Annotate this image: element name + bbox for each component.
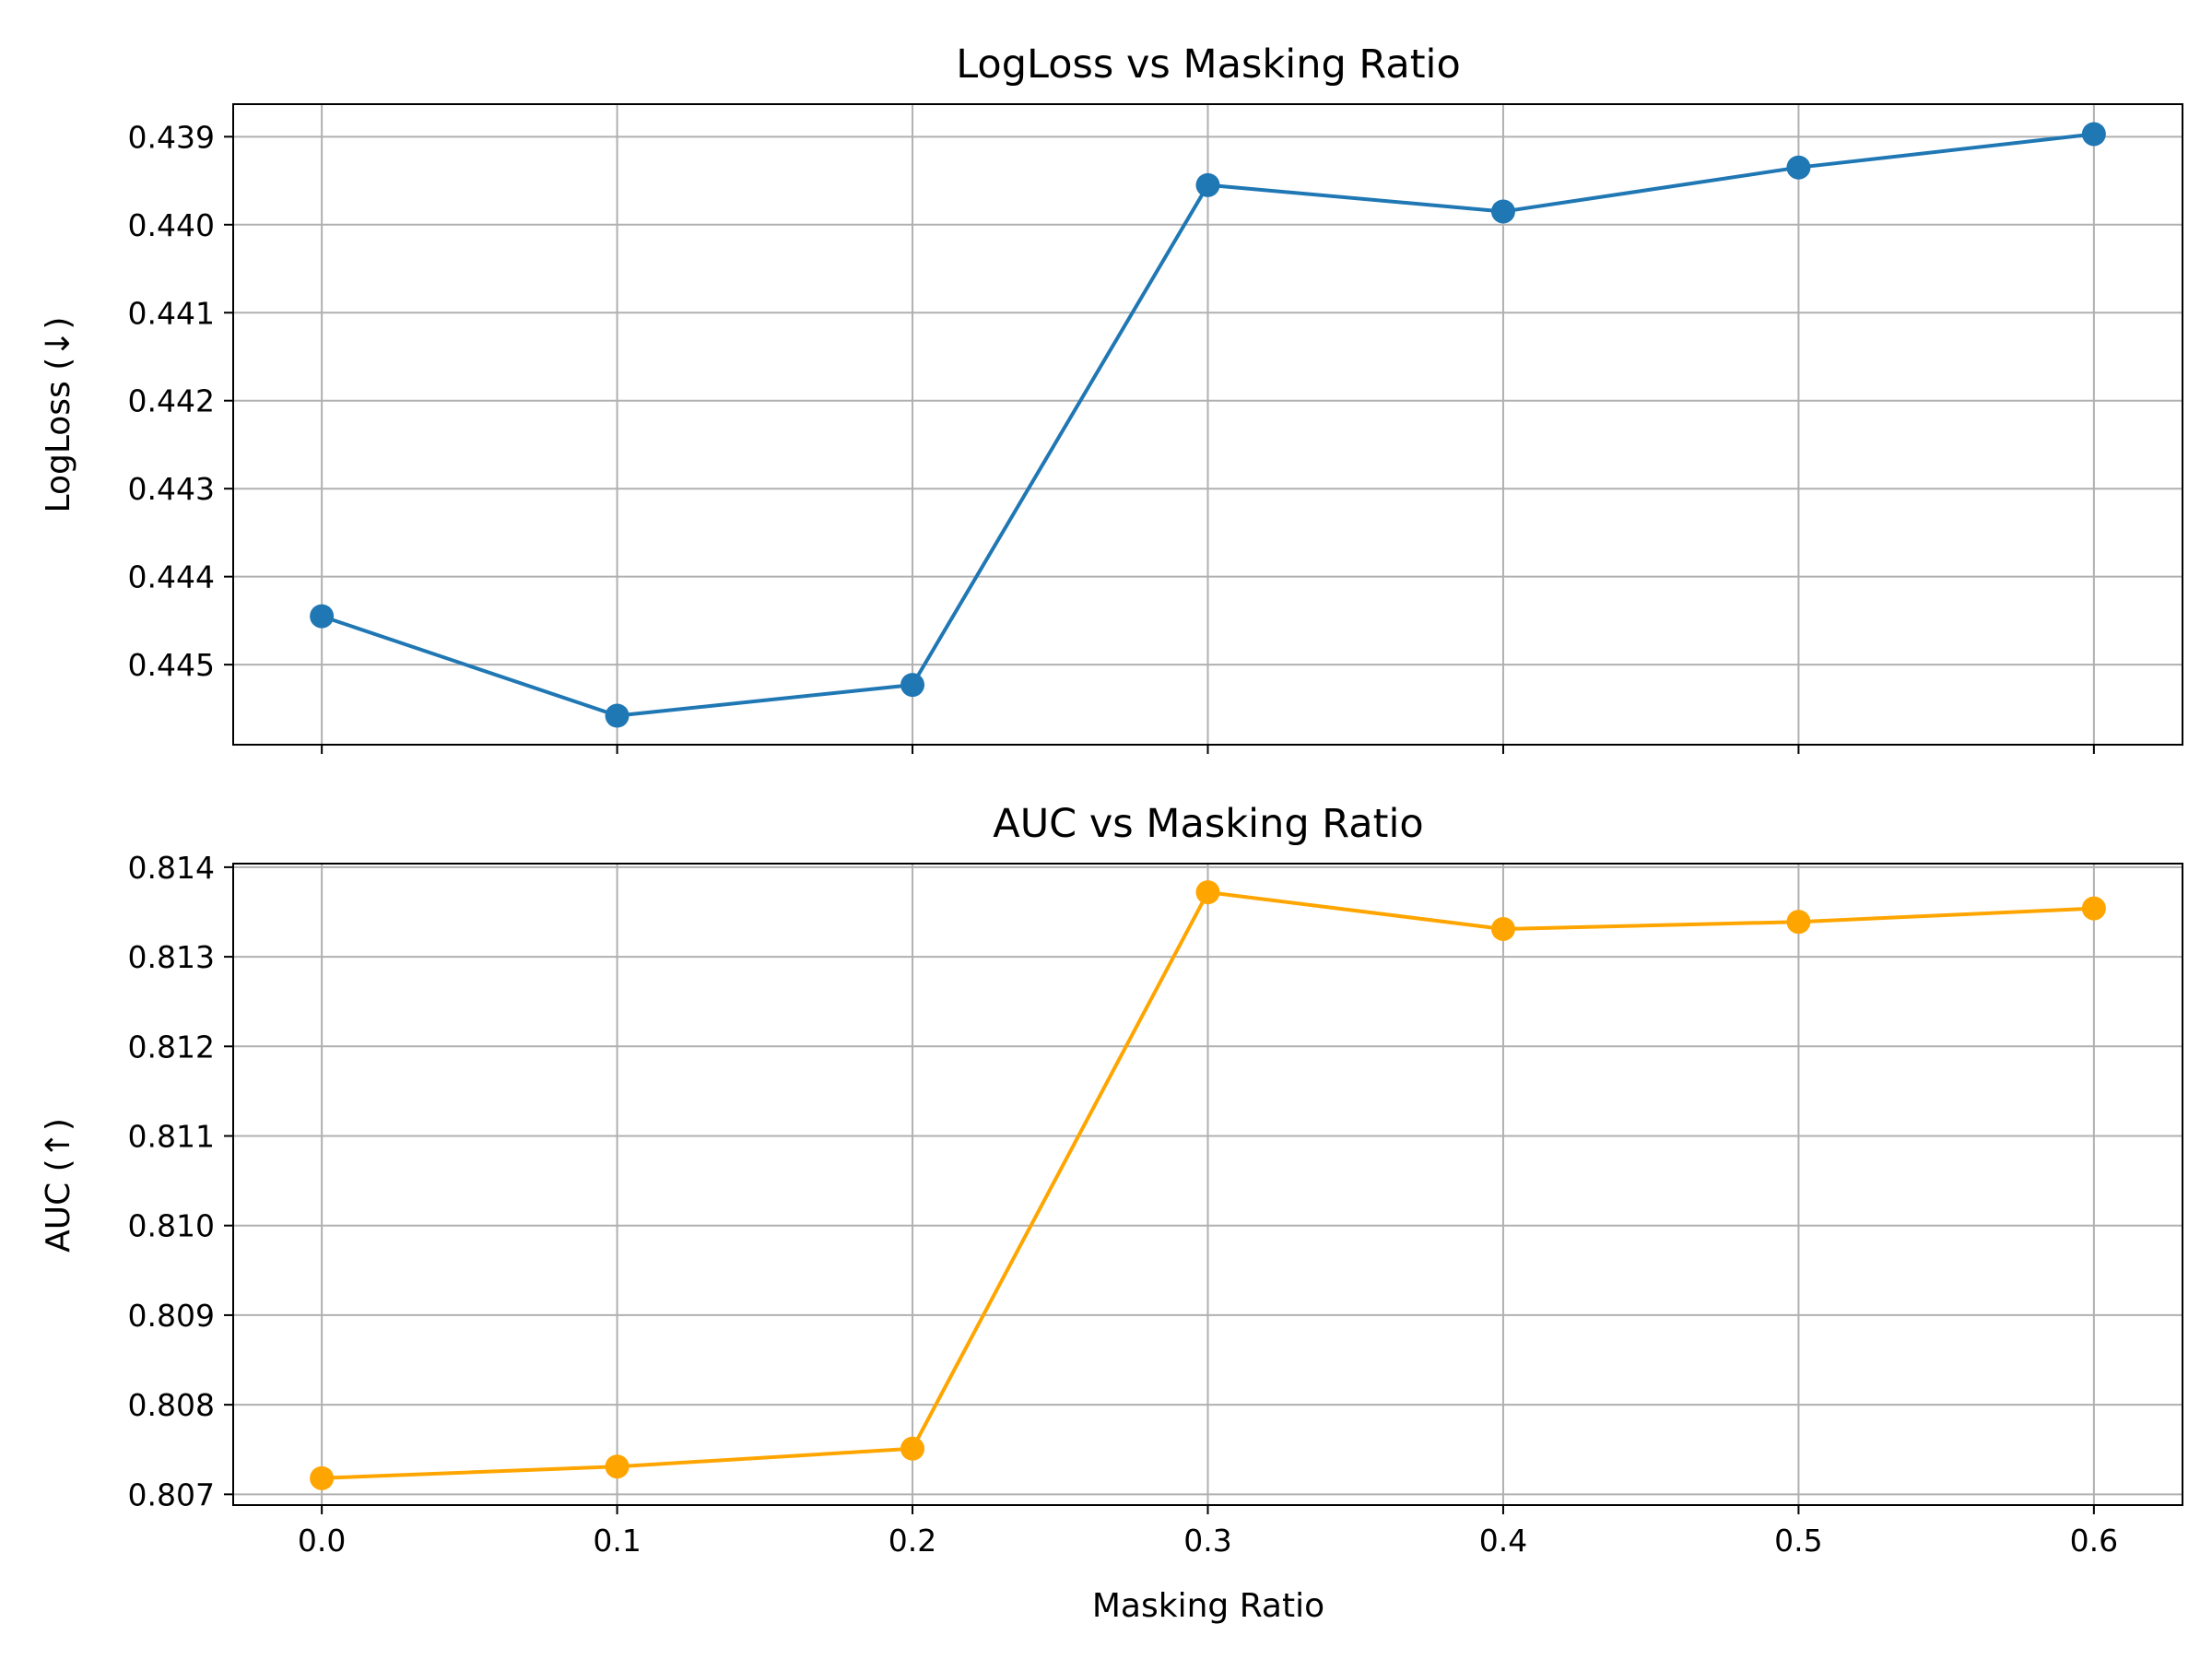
auc-x-tick-label: 0.6 bbox=[2070, 1523, 2118, 1559]
logloss-ticks: 0.439 0.440 0.441 0.442 0.443 0.444 0.445 bbox=[128, 119, 2095, 754]
auc-chart-title: AUC vs Masking Ratio bbox=[993, 801, 1423, 847]
logloss-y-tick-label: 0.439 bbox=[128, 119, 215, 155]
logloss-data-point bbox=[605, 703, 629, 728]
logloss-y-tick-label: 0.440 bbox=[128, 207, 215, 243]
logloss-data-point bbox=[2081, 122, 2106, 147]
logloss-y-tick-label: 0.445 bbox=[128, 647, 215, 683]
logloss-data-point bbox=[1490, 199, 1515, 224]
auc-subplot: AUC vs Masking Ratio AUC (↑) Masking Rat… bbox=[40, 801, 2183, 1625]
auc-x-tick-label: 0.2 bbox=[888, 1523, 936, 1559]
auc-data-point bbox=[1195, 880, 1220, 905]
auc-y-tick-label: 0.813 bbox=[128, 939, 215, 975]
logloss-chart-title: LogLoss vs Masking Ratio bbox=[956, 41, 1461, 88]
auc-x-axis-label: Masking Ratio bbox=[1092, 1587, 1324, 1625]
logloss-y-tick-label: 0.443 bbox=[128, 471, 215, 507]
auc-x-tick-label: 0.4 bbox=[1479, 1523, 1527, 1559]
logloss-grid bbox=[233, 104, 2183, 745]
logloss-data-point bbox=[310, 604, 335, 629]
auc-x-tick-label: 0.1 bbox=[593, 1523, 641, 1559]
logloss-y-tick-label: 0.442 bbox=[128, 383, 215, 419]
logloss-data-point bbox=[900, 673, 925, 698]
auc-series bbox=[310, 880, 2106, 1490]
logloss-data-point bbox=[1786, 155, 1811, 180]
auc-data-point bbox=[1490, 916, 1515, 941]
logloss-y-tick-label: 0.444 bbox=[128, 559, 215, 595]
auc-y-tick-label: 0.810 bbox=[128, 1208, 215, 1244]
logloss-y-tick-label: 0.441 bbox=[128, 295, 215, 331]
logloss-subplot: LogLoss vs Masking Ratio LogLoss (↓) 0.4… bbox=[40, 41, 2183, 754]
logloss-y-axis-label: LogLoss (↓) bbox=[40, 317, 77, 513]
auc-x-tick-label: 0.5 bbox=[1774, 1523, 1822, 1559]
auc-y-tick-label: 0.812 bbox=[128, 1029, 215, 1065]
logloss-plot-frame bbox=[232, 103, 2183, 746]
auc-grid bbox=[233, 864, 2183, 1505]
auc-y-tick-label: 0.808 bbox=[128, 1387, 215, 1423]
auc-y-axis-label: AUC (↑) bbox=[40, 1118, 77, 1253]
auc-data-point bbox=[2081, 896, 2106, 921]
auc-data-point bbox=[1786, 910, 1811, 935]
auc-ticks: 0.0 0.1 0.2 0.3 0.4 0.5 0.6 0.807 0.808 0.809 0.81… bbox=[128, 850, 2119, 1559]
logloss-series bbox=[310, 122, 2106, 728]
logloss-data-point bbox=[1195, 172, 1220, 197]
auc-y-tick-label: 0.809 bbox=[128, 1298, 215, 1334]
auc-data-point bbox=[900, 1436, 925, 1461]
auc-y-tick-label: 0.807 bbox=[128, 1477, 215, 1512]
auc-x-tick-label: 0.0 bbox=[298, 1523, 346, 1559]
auc-data-point bbox=[310, 1465, 335, 1490]
auc-data-point bbox=[605, 1454, 629, 1479]
auc-y-tick-label: 0.811 bbox=[128, 1119, 215, 1155]
auc-y-tick-label: 0.814 bbox=[128, 850, 215, 886]
auc-x-tick-label: 0.3 bbox=[1183, 1523, 1231, 1559]
auc-plot-frame bbox=[232, 863, 2183, 1506]
